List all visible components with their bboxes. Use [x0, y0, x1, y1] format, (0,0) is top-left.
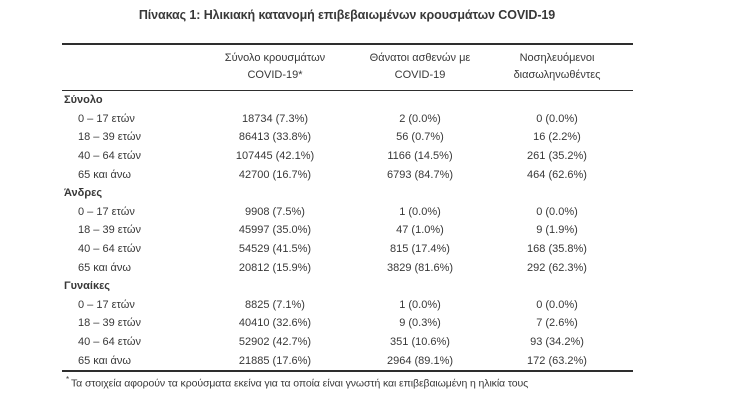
intubated-cell: 0 (0.0%) — [536, 112, 578, 125]
age-group-label: 0 – 17 ετών — [78, 298, 135, 311]
table-row: 40 – 64 ετών 107445 (42.1%) 1166 (14.5%) 26… — [62, 147, 633, 166]
intubated-cell: 16 (2.2%) — [533, 131, 581, 144]
intubated-cell: 464 (62.6%) — [527, 168, 587, 181]
age-group-label: 65 και άνω — [78, 354, 131, 367]
intubated-cell: 93 (34.2%) — [530, 336, 584, 349]
cases-cell: 42700 (16.7%) — [238, 168, 312, 181]
section-header-row: Άνδρες — [62, 184, 633, 203]
cases-cell: 40410 (32.6%) — [238, 317, 312, 330]
intubated-cell: 261 (35.2%) — [527, 150, 587, 163]
intubated-cell: 172 (63.2%) — [527, 354, 587, 367]
deaths-cell: 3829 (81.6%) — [386, 261, 454, 274]
age-group-label: 40 – 64 ετών — [78, 336, 141, 349]
cases-cell: 45997 (35.0%) — [238, 224, 312, 237]
table-row: 0 – 17 ετών 8825 (7.1%) 1 (0.0%) 0 (0.0%) — [62, 296, 633, 315]
intubated-cell: 292 (62.3%) — [527, 261, 587, 274]
age-group-label: 65 και άνω — [78, 261, 131, 274]
footnote-asterisk: * — [66, 374, 70, 384]
cases-cell: 54529 (41.5%) — [238, 243, 312, 256]
cases-cell: 18734 (7.3%) — [241, 112, 309, 125]
header-empty-cell — [62, 44, 191, 91]
cases-cell: 9908 (7.5%) — [245, 205, 305, 218]
header-deaths: Θάνατοι ασθενών με COVID-19 — [359, 44, 481, 91]
table-body: Σύνολο 0 – 17 ετών 18734 (7.3%) 2 (0.0%) 0 (… — [62, 91, 633, 371]
deaths-cell: 2964 (89.1%) — [386, 354, 454, 367]
table-row: 65 και άνω 20812 (15.9%) 3829 (81.6%) 292 (… — [62, 258, 633, 277]
section-header-row: Γυναίκες — [62, 277, 633, 296]
header-line: διασωληνωθέντες — [513, 69, 601, 81]
header-line: Θάνατοι ασθενών με — [369, 52, 471, 64]
covid-age-table: Σύνολο κρουσμάτων COVID-19* Θάνατοι ασθε… — [62, 43, 633, 389]
cases-cell: 86413 (33.8%) — [238, 131, 312, 144]
footnote-text: Τα στοιχεία αφορούν τα κρούσματα εκείνα … — [71, 377, 529, 390]
cases-cell: 107445 (42.1%) — [235, 150, 315, 163]
intubated-cell: 0 (0.0%) — [536, 298, 578, 311]
table-row: 18 – 39 ετών 45997 (35.0%) 47 (1.0%) 9 (1.9… — [62, 221, 633, 240]
table-row: 0 – 17 ετών 18734 (7.3%) 2 (0.0%) 0 (0.0%) — [62, 110, 633, 129]
section-label: Σύνολο — [64, 94, 103, 107]
table-title: Πίνακας 1: Ηλικιακή κατανομή επιβεβαιωμέ… — [138, 8, 556, 22]
age-group-label: 0 – 17 ετών — [78, 112, 135, 125]
deaths-cell: 351 (10.6%) — [390, 336, 450, 349]
header-line: COVID-19 — [394, 69, 446, 81]
header-line: Σύνολο κρουσμάτων — [224, 52, 326, 64]
deaths-cell: 1166 (14.5%) — [387, 150, 453, 163]
table-row: 18 – 39 ετών 40410 (32.6%) 9 (0.3%) 7 (2.6%… — [62, 314, 633, 333]
header-intubated: Νοσηλευόμενοι διασωληνωθέντες — [481, 44, 633, 91]
intubated-cell: 168 (35.8%) — [527, 243, 587, 256]
table-row: 40 – 64 ετών 52902 (42.7%) 351 (10.6%) 93 (… — [62, 333, 633, 352]
age-group-label: 18 – 39 ετών — [78, 131, 141, 144]
cases-cell: 21885 (17.6%) — [238, 354, 312, 367]
header-line: COVID-19* — [247, 69, 303, 81]
section-label: Άνδρες — [64, 187, 103, 200]
deaths-cell: 47 (1.0%) — [396, 224, 444, 237]
header-total-cases: Σύνολο κρουσμάτων COVID-19* — [191, 44, 359, 91]
age-group-label: 0 – 17 ετών — [78, 205, 135, 218]
header-line: Νοσηλευόμενοι — [519, 52, 595, 64]
deaths-cell: 1 (0.0%) — [399, 298, 441, 311]
intubated-cell: 9 (1.9%) — [536, 224, 578, 237]
intubated-cell: 7 (2.6%) — [536, 317, 578, 330]
section-label: Γυναίκες — [64, 280, 111, 293]
deaths-cell: 1 (0.0%) — [399, 205, 441, 218]
age-group-label: 18 – 39 ετών — [78, 317, 141, 330]
data-table: Σύνολο κρουσμάτων COVID-19* Θάνατοι ασθε… — [62, 43, 633, 372]
cases-cell: 20812 (15.9%) — [238, 261, 312, 274]
intubated-cell: 0 (0.0%) — [536, 205, 578, 218]
table-row: 65 και άνω 21885 (17.6%) 2964 (89.1%) 172 (… — [62, 351, 633, 371]
age-group-label: 65 και άνω — [78, 168, 131, 181]
table-row: 65 και άνω 42700 (16.7%) 6793 (84.7%) 464 (… — [62, 165, 633, 184]
deaths-cell: 9 (0.3%) — [399, 317, 441, 330]
deaths-cell: 56 (0.7%) — [396, 131, 444, 144]
age-group-label: 40 – 64 ετών — [78, 243, 141, 256]
cases-cell: 52902 (42.7%) — [238, 336, 312, 349]
deaths-cell: 815 (17.4%) — [390, 243, 450, 256]
section-header-row: Σύνολο — [62, 91, 633, 110]
age-group-label: 18 – 39 ετών — [78, 224, 141, 237]
age-group-label: 40 – 64 ετών — [78, 150, 141, 163]
table-row: 18 – 39 ετών 86413 (33.8%) 56 (0.7%) 16 (2.… — [62, 128, 633, 147]
table-row: 0 – 17 ετών 9908 (7.5%) 1 (0.0%) 0 (0.0%) — [62, 203, 633, 222]
table-row: 40 – 64 ετών 54529 (41.5%) 815 (17.4%) 168 … — [62, 240, 633, 259]
header-row: Σύνολο κρουσμάτων COVID-19* Θάνατοι ασθε… — [62, 44, 633, 91]
deaths-cell: 2 (0.0%) — [399, 112, 441, 125]
deaths-cell: 6793 (84.7%) — [386, 168, 454, 181]
footnote: * Τα στοιχεία αφορούν τα κρούσματα εκείνα… — [62, 375, 633, 390]
cases-cell: 8825 (7.1%) — [245, 298, 305, 311]
